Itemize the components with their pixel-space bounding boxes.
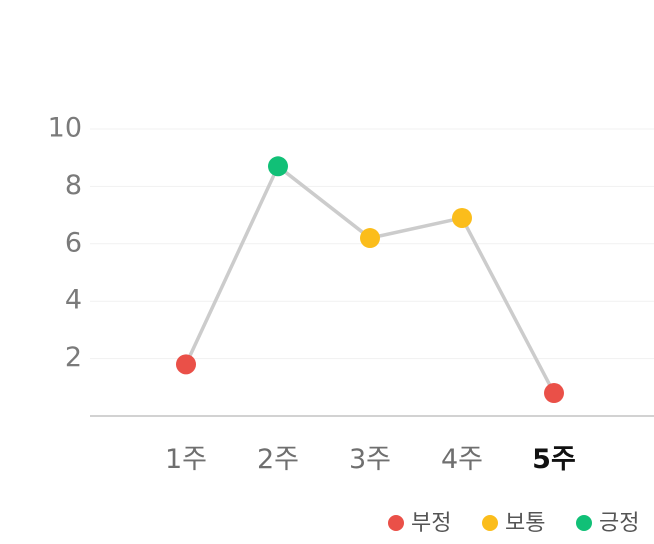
y-tick-label: 8: [65, 170, 82, 201]
legend-marker: [576, 515, 592, 531]
legend-marker: [482, 515, 498, 531]
legend-label: 부정: [411, 511, 451, 536]
x-tick-label: 5주: [532, 444, 576, 475]
data-point: [544, 383, 564, 404]
x-tick-label: 4주: [441, 444, 483, 475]
y-tick-label: 2: [65, 342, 82, 373]
x-tick-label: 1주: [165, 444, 207, 475]
legend-marker: [388, 515, 404, 531]
x-tick-label: 3주: [349, 444, 391, 475]
x-tick-label: 2주: [257, 444, 299, 475]
data-point: [452, 207, 472, 228]
y-tick-label: 4: [65, 285, 82, 316]
data-point: [176, 354, 196, 375]
legend-label: 긍정: [599, 511, 639, 536]
data-point: [268, 156, 288, 177]
data-point: [360, 228, 380, 249]
y-tick-label: 6: [65, 227, 82, 258]
legend-label: 보통: [505, 511, 545, 536]
y-tick-label: 10: [48, 113, 82, 144]
